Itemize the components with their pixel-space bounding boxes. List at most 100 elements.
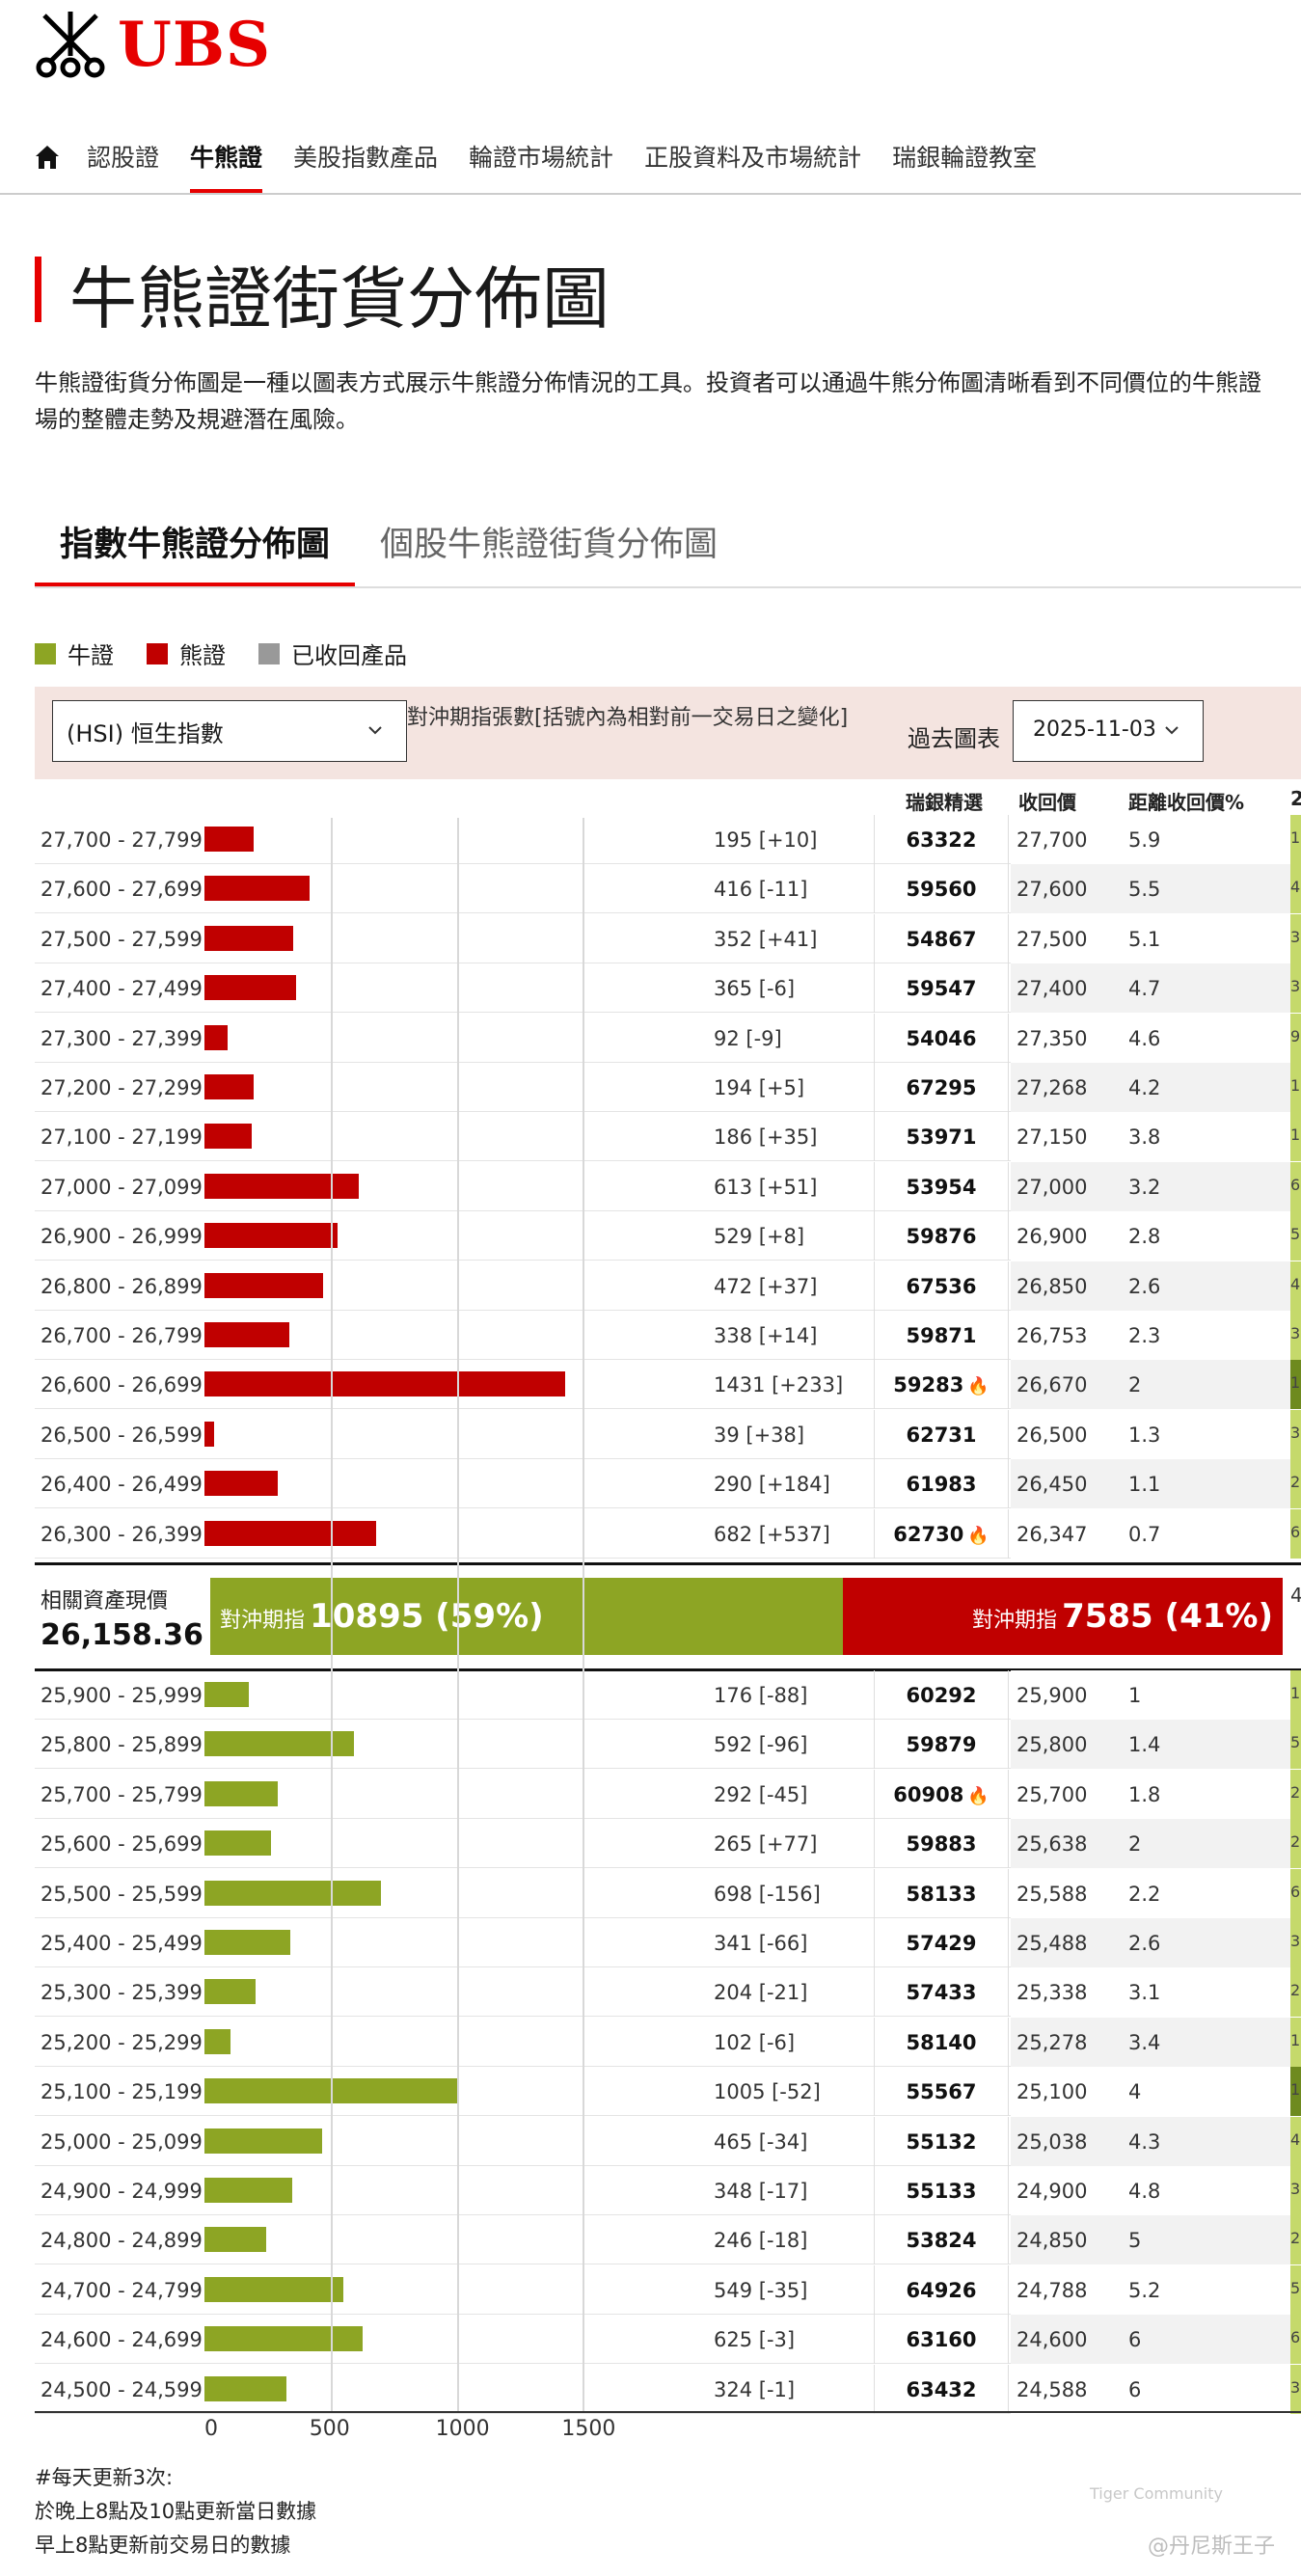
product-code[interactable]: 59283 🔥 [874, 1360, 1009, 1410]
product-code[interactable]: 62731 [874, 1409, 1009, 1459]
nav-item-stock-data[interactable]: 正股資料及市場統計 [644, 144, 862, 172]
bear-bar[interactable] [204, 1421, 214, 1447]
product-code[interactable]: 54046 [874, 1013, 1009, 1063]
table-row: 27,600 - 27,699 416 [-11] 59560 27,600 5… [35, 864, 1301, 914]
bear-bar[interactable] [204, 1223, 338, 1249]
product-code[interactable]: 55567 [874, 2067, 1009, 2117]
bear-bar[interactable] [204, 1272, 323, 1298]
product-code[interactable]: 57429 [874, 1918, 1009, 1967]
date-select[interactable]: 2025-11-03 [1013, 700, 1204, 762]
hedge-count: 365 [-6] [714, 977, 796, 1001]
product-code[interactable]: 57433 [874, 1967, 1009, 2018]
tab-index-cbbc[interactable]: 指數牛熊證分佈圖 [35, 502, 356, 586]
nav-item-cbbc[interactable]: 牛熊證 [190, 135, 263, 193]
bear-bar[interactable] [204, 1024, 228, 1050]
bear-bar[interactable] [204, 975, 296, 1001]
product-code[interactable]: 59547 [874, 963, 1009, 1014]
bear-bar[interactable] [204, 925, 293, 951]
product-code-text: 62730 [893, 1522, 964, 1546]
bull-bar[interactable] [204, 2128, 322, 2154]
footnote-line: 早上8點更新前交易日的數據 [35, 2534, 291, 2557]
hedge-count: 292 [-45] [714, 1782, 808, 1806]
bull-bar[interactable] [204, 1780, 278, 1806]
product-code[interactable]: 53971 [874, 1112, 1009, 1162]
bear-bar[interactable] [204, 1124, 252, 1150]
call-price: 26,670 [1016, 1373, 1088, 1397]
product-code[interactable]: 53954 [874, 1161, 1009, 1211]
bull-bar[interactable] [204, 2028, 230, 2054]
product-code[interactable]: 63322 [874, 815, 1009, 864]
date-select-value: 2025-11-03 [1033, 718, 1156, 742]
tabs-divider [35, 586, 1301, 588]
bull-bar[interactable] [204, 2178, 292, 2203]
legend-label-bull: 牛證 [68, 642, 114, 669]
product-code[interactable]: 61983 [874, 1459, 1009, 1509]
call-price: 27,268 [1016, 1076, 1088, 1099]
product-code[interactable]: 59883 [874, 1819, 1009, 1869]
bull-bar[interactable] [204, 1930, 290, 1955]
ubs-logo[interactable]: UBS [33, 8, 271, 81]
product-code[interactable]: 59560 [874, 864, 1009, 914]
nav-item-market-stats[interactable]: 輪證市場統計 [469, 144, 614, 172]
product-code[interactable]: 63160 [874, 2315, 1009, 2365]
row-shade [1011, 1360, 1290, 1410]
table-row: 26,800 - 26,899 472 [+37] 67536 26,850 2… [35, 1261, 1301, 1311]
product-code[interactable]: 53824 [874, 2215, 1009, 2265]
bull-bar[interactable] [204, 2276, 343, 2302]
bear-bar[interactable] [204, 876, 310, 902]
product-code[interactable]: 55133 [874, 2166, 1009, 2215]
index-select[interactable]: (HSI) 恒生指數 [52, 700, 407, 762]
bear-bar[interactable] [204, 827, 254, 852]
product-code[interactable]: 54867 [874, 913, 1009, 963]
bear-bar[interactable] [204, 1173, 359, 1199]
row-shade [1011, 913, 1290, 963]
product-code[interactable]: 58140 [874, 2017, 1009, 2067]
product-code[interactable]: 63432 [874, 2364, 1009, 2414]
bear-bar[interactable] [204, 1322, 289, 1347]
product-code[interactable]: 60908 🔥 [874, 1769, 1009, 1819]
edge-text: 2 [1290, 1981, 1301, 2000]
product-code-text: 54046 [906, 1026, 977, 1050]
call-distance: 6 [1128, 2377, 1142, 2401]
table-row: 26,700 - 26,799 338 [+14] 59871 26,753 2… [35, 1311, 1301, 1360]
product-code-text: 53824 [906, 2229, 977, 2253]
product-code[interactable]: 67536 [874, 1261, 1009, 1311]
hedge-count: 204 [-21] [714, 1981, 808, 2005]
bull-bar[interactable] [204, 1830, 271, 1857]
price-range: 25,500 - 25,599 [41, 1882, 203, 1906]
bull-bar[interactable] [204, 2227, 266, 2253]
product-code[interactable]: 59879 [874, 1720, 1009, 1770]
row-shade [1011, 1720, 1290, 1770]
bear-bar[interactable] [204, 1520, 376, 1546]
bear-bar[interactable] [204, 1371, 565, 1397]
index-select-value: (HSI) 恒生指數 [67, 720, 224, 747]
bear-bar[interactable] [204, 1471, 278, 1497]
product-code[interactable]: 62730 🔥 [874, 1508, 1009, 1559]
nav-item-warrants[interactable]: 認股證 [87, 144, 160, 172]
product-code[interactable]: 59876 [874, 1211, 1009, 1261]
call-price: 27,500 [1016, 927, 1088, 951]
product-code[interactable]: 55132 [874, 2116, 1009, 2166]
product-code[interactable]: 67295 [874, 1063, 1009, 1112]
bull-bar[interactable] [204, 2375, 286, 2401]
nav-item-us-index[interactable]: 美股指數產品 [293, 144, 439, 172]
bull-bar[interactable] [204, 1731, 354, 1757]
hedge-count: 39 [+38] [714, 1423, 805, 1447]
nav-item-classroom[interactable]: 瑞銀輪證教室 [892, 144, 1038, 172]
bull-bar[interactable] [204, 1880, 381, 1906]
product-code[interactable]: 58133 [874, 1868, 1009, 1918]
product-code[interactable]: 59871 [874, 1311, 1009, 1360]
tab-stock-cbbc[interactable]: 個股牛熊證街貨分佈圖 [380, 526, 718, 564]
hedge-count: 352 [+41] [714, 927, 818, 951]
edge-cell [1290, 1508, 1301, 1559]
table-row: 25,500 - 25,599 698 [-156] 58133 25,588 … [35, 1868, 1301, 1918]
hedge-count: 341 [-66] [714, 1932, 808, 1955]
bull-bar[interactable] [204, 1979, 256, 2005]
product-code[interactable]: 64926 [874, 2264, 1009, 2315]
bull-bar[interactable] [204, 1682, 249, 1707]
bull-bar[interactable] [204, 2326, 363, 2352]
table-row: 25,400 - 25,499 341 [-66] 57429 25,488 2… [35, 1918, 1301, 1967]
bear-bar[interactable] [204, 1074, 254, 1099]
home-icon[interactable] [33, 143, 62, 172]
product-code[interactable]: 60292 [874, 1670, 1009, 1720]
